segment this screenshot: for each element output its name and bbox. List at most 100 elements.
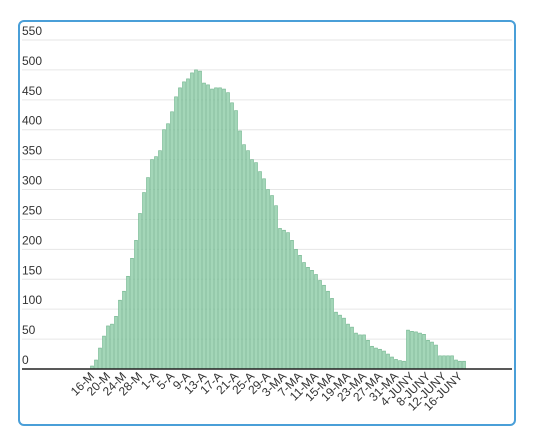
bar [202, 82, 206, 370]
y-tick-label: 550 [22, 24, 42, 38]
bar [306, 267, 310, 370]
bar [238, 130, 242, 370]
bar [386, 353, 390, 370]
bar [266, 189, 270, 370]
bar [242, 144, 246, 370]
bar [194, 69, 198, 370]
bar [174, 96, 178, 370]
bar [126, 275, 130, 370]
bar [234, 110, 238, 370]
bar [298, 255, 302, 370]
bar [218, 87, 222, 370]
bar [98, 347, 102, 370]
bar [142, 192, 146, 370]
bar [370, 345, 374, 370]
bar [322, 284, 326, 370]
bar [282, 229, 286, 370]
bar [334, 311, 338, 370]
bar [294, 249, 298, 370]
bar [138, 213, 142, 370]
bar [110, 323, 114, 370]
bar [170, 111, 174, 370]
bar [458, 360, 462, 370]
bar [414, 331, 418, 370]
bar [326, 290, 330, 370]
y-tick-label: 400 [22, 114, 42, 128]
bar [118, 299, 122, 370]
bar [154, 156, 158, 370]
bar [410, 331, 414, 370]
bar [278, 228, 282, 370]
bar [226, 92, 230, 370]
bar [358, 334, 362, 370]
bar [146, 177, 150, 370]
bar [438, 355, 442, 370]
y-tick-label: 100 [22, 293, 42, 307]
bar [402, 360, 406, 370]
bar [342, 317, 346, 370]
bar [318, 280, 322, 370]
bar [450, 355, 454, 370]
bar [190, 72, 194, 370]
y-tick-label: 50 [22, 323, 36, 337]
bar [462, 360, 466, 370]
bar [250, 159, 254, 370]
bar [374, 347, 378, 370]
bar [454, 359, 458, 370]
bar [230, 102, 234, 370]
bar [442, 355, 446, 370]
bar [362, 334, 366, 370]
y-tick-label: 150 [22, 263, 42, 277]
bar [426, 339, 430, 370]
bar [286, 232, 290, 370]
bar [166, 123, 170, 370]
bar [366, 339, 370, 370]
bar [354, 332, 358, 370]
bar [222, 88, 226, 370]
bar [162, 129, 166, 370]
bar [262, 178, 266, 370]
y-tick-label: 300 [22, 174, 42, 188]
bar [130, 258, 134, 370]
bar [102, 335, 106, 370]
y-tick-label: 250 [22, 203, 42, 217]
bar [122, 290, 126, 370]
bar [106, 325, 110, 370]
y-tick-label: 200 [22, 233, 42, 247]
bar [178, 87, 182, 370]
y-tick-label: 450 [22, 84, 42, 98]
bar [186, 78, 190, 370]
bar [310, 269, 314, 370]
bar [338, 314, 342, 370]
bar [418, 332, 422, 370]
bar [274, 205, 278, 370]
bar [314, 274, 318, 370]
bar [350, 326, 354, 370]
bar [330, 298, 334, 370]
bar [214, 87, 218, 370]
bar [134, 240, 138, 370]
bar [270, 195, 274, 370]
bar [258, 171, 262, 370]
bar [150, 159, 154, 370]
bar [182, 81, 186, 370]
bar [394, 359, 398, 370]
y-tick-label: 0 [22, 353, 29, 367]
bar [378, 348, 382, 370]
bar [114, 316, 118, 370]
bar [206, 84, 210, 370]
bar [302, 262, 306, 370]
bar [446, 355, 450, 370]
bar [290, 240, 294, 370]
bar [158, 150, 162, 370]
bar [346, 323, 350, 370]
bar [422, 334, 426, 370]
bar [430, 341, 434, 370]
y-tick-label: 500 [22, 54, 42, 68]
bar [406, 329, 410, 370]
bar [210, 88, 214, 370]
y-tick-label: 350 [22, 144, 42, 158]
bar [94, 359, 98, 370]
bar [198, 70, 202, 370]
